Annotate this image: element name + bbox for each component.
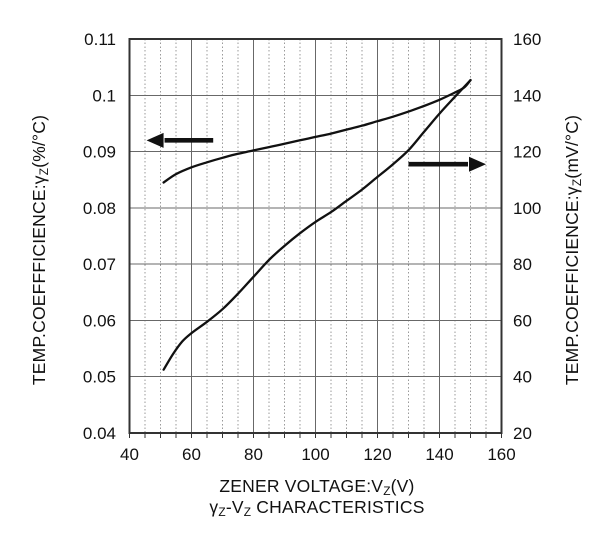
- x-tick-label: 160: [487, 445, 515, 464]
- x-tick-label: 100: [301, 445, 329, 464]
- label-segment: (V): [390, 475, 415, 496]
- y-right-tick-label: 160: [513, 30, 541, 49]
- y-left-tick-label: 0.11: [84, 30, 116, 49]
- subscript: Z: [243, 505, 252, 520]
- x-tick-label: 40: [120, 445, 139, 464]
- y-right-tick-label: 80: [513, 255, 532, 274]
- y-left-tick-label: 0.04: [83, 424, 116, 443]
- label-segment: (mV/°C): [561, 114, 582, 179]
- y-right-tick-label: 140: [513, 86, 541, 105]
- right-arrow-head: [469, 156, 486, 172]
- label-segment: -V: [225, 496, 244, 517]
- y-axis-label-left: TEMP.COEFFFICIENCE:γZ(%/°C): [29, 115, 51, 385]
- subscript: Z: [383, 484, 391, 499]
- subscript: Z: [37, 167, 52, 176]
- x-axis-label: ZENER VOLTAGE:VZ(V): [219, 476, 414, 498]
- y-left-tick-label: 0.1: [92, 86, 116, 105]
- y-axis-label-right: TEMP.COEFFICIENCE:γZ(mV/°C): [562, 115, 584, 385]
- subscript: Z: [218, 505, 226, 520]
- y-right-tick-label: 100: [513, 199, 541, 218]
- label-segment: γ: [209, 496, 219, 517]
- label-segment: ZENER VOLTAGE:V: [219, 475, 384, 496]
- label-segment: (%/°C): [28, 114, 49, 168]
- left-arrow-head: [146, 132, 164, 148]
- y-right-tick-label: 60: [513, 311, 532, 330]
- label-segment: CHARACTERISTICS: [251, 496, 425, 517]
- y-left-tick-label: 0.06: [83, 311, 116, 330]
- y-left-tick-label: 0.08: [83, 199, 116, 218]
- label-segment: TEMP.COEFFICIENCE:γ: [561, 186, 582, 386]
- chart-title: γZ-VZ CHARACTERISTICS: [209, 497, 424, 519]
- y-left-tick-label: 0.07: [83, 255, 116, 274]
- curve-temp-coefficient-percent: [162, 78, 472, 184]
- y-right-tick-label: 120: [513, 143, 541, 162]
- y-right-tick-label: 40: [513, 368, 532, 387]
- x-tick-label: 80: [244, 445, 263, 464]
- y-right-tick-label: 20: [513, 424, 532, 443]
- y-left-tick-label: 0.05: [83, 368, 116, 387]
- x-tick-label: 60: [182, 445, 201, 464]
- label-segment: TEMP.COEFFFICIENCE:γ: [28, 175, 49, 386]
- y-left-tick-label: 0.09: [83, 143, 116, 162]
- x-tick-label: 120: [363, 445, 391, 464]
- curve-temp-coefficient-mv: [162, 78, 472, 371]
- x-tick-label: 140: [425, 445, 453, 464]
- subscript: Z: [570, 178, 585, 187]
